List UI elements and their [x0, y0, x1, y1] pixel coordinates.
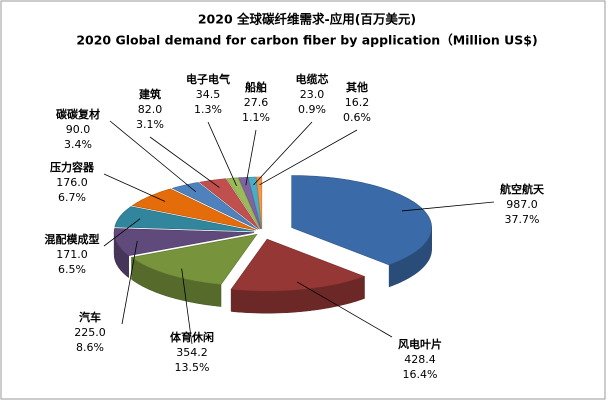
- value-label: 354.2: [176, 346, 208, 359]
- label-name: 电缆芯: [296, 72, 329, 86]
- percent-label: 8.6%: [76, 341, 104, 354]
- pie-slice: [130, 233, 258, 285]
- pie-slice: [131, 188, 257, 231]
- leader-line: [259, 129, 358, 186]
- chart-title: 2020 全球碳纤维需求-应用(百万美元): [198, 12, 416, 27]
- leader-line: [401, 201, 495, 212]
- leader-line: [296, 281, 393, 338]
- value-label: 987.0: [506, 198, 538, 211]
- leader-line: [121, 240, 138, 325]
- pie-slice: [113, 228, 255, 257]
- data-labels: 航空航天 987.0 37.7% 风电叶片 428.4 16.4% 体育休闲 354.2 13.…: [45, 72, 545, 381]
- percent-label: 1.3%: [194, 103, 222, 116]
- percent-label: 37.7%: [505, 213, 540, 226]
- label-name: 碳碳复材: [56, 107, 100, 121]
- value-label: 27.6: [244, 96, 269, 109]
- leader-line: [245, 129, 257, 186]
- percent-label: 0.9%: [298, 103, 326, 116]
- label-name: 其他: [346, 80, 368, 94]
- pie-slice: [198, 178, 260, 230]
- value-label: 428.4: [404, 353, 436, 366]
- label-name: 混配模成型: [45, 232, 100, 246]
- label-name: 汽车: [79, 310, 101, 324]
- percent-label: 3.4%: [64, 138, 92, 151]
- leader-line: [109, 120, 197, 193]
- pie-slice: [230, 238, 366, 292]
- pie-slice: [114, 206, 255, 232]
- value-label: 171.0: [56, 248, 88, 261]
- leader-line: [253, 121, 313, 186]
- value-label: 16.2: [345, 96, 370, 109]
- label-name: 建筑: [139, 87, 161, 101]
- pie-slice: [256, 176, 263, 230]
- percent-label: 13.5%: [175, 361, 210, 374]
- chart-subtitle: 2020 Global demand for carbon fiber by a…: [76, 33, 537, 48]
- percent-label: 3.1%: [136, 118, 164, 131]
- pie-tops: [113, 175, 433, 292]
- label-name: 船舶: [245, 80, 267, 94]
- leader-line: [103, 218, 141, 247]
- label-name: 压力容器: [50, 160, 95, 174]
- pie-slice: [247, 176, 262, 230]
- pie-slice: [171, 182, 259, 230]
- label-name: 体育休闲: [170, 330, 214, 344]
- leader-line: [149, 136, 220, 188]
- percent-label: 1.1%: [242, 111, 270, 124]
- percent-label: 6.7%: [58, 191, 86, 204]
- leader-line: [207, 121, 237, 186]
- value-label: 23.0: [300, 88, 325, 101]
- percent-label: 6.5%: [58, 263, 86, 276]
- label-name: 航空航天: [500, 182, 545, 196]
- value-label: 90.0: [66, 123, 91, 136]
- value-label: 225.0: [74, 326, 106, 339]
- pie-slice: [226, 177, 261, 230]
- pie-slice: [238, 176, 262, 230]
- leader-line: [103, 173, 166, 202]
- percent-label: 16.4%: [403, 368, 438, 381]
- label-name: 电子电气: [186, 72, 230, 86]
- leader-line: [181, 268, 193, 345]
- percent-label: 0.6%: [343, 111, 371, 124]
- value-label: 34.5: [196, 88, 221, 101]
- value-label: 82.0: [138, 103, 163, 116]
- label-name: 风电叶片: [398, 337, 442, 351]
- pie-slice: [291, 175, 433, 266]
- value-label: 176.0: [56, 176, 88, 189]
